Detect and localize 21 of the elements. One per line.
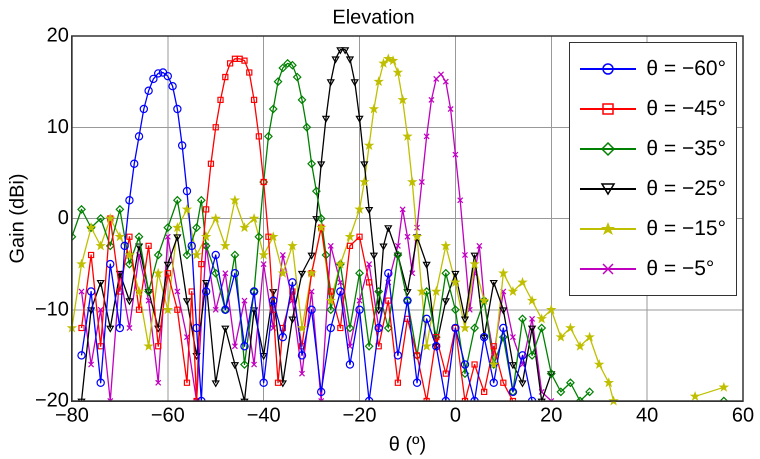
x-tick-label: −60 (150, 404, 185, 427)
x-tick-label: 60 (732, 404, 754, 427)
legend-label: θ = −5° (646, 257, 714, 281)
y-tick-label: 20 (46, 24, 69, 47)
y-tick-label: −10 (34, 298, 69, 320)
legend-label: θ = −35° (646, 137, 726, 161)
legend-label: θ = −15° (646, 217, 726, 241)
x-tick-label: −20 (342, 404, 376, 427)
legend-label: θ = −45° (646, 97, 726, 121)
chart-title: Elevation (332, 6, 415, 29)
x-tick-label: 0 (450, 404, 461, 427)
y-tick-label: −20 (34, 390, 69, 412)
y-tick-label: 10 (46, 116, 69, 138)
x-tick-label: 20 (540, 404, 562, 427)
legend-label: θ = −25° (646, 177, 726, 201)
x-tick-label: 40 (636, 404, 658, 427)
y-axis-title: Gain (dBi) (6, 173, 29, 264)
legend-label: θ = −60° (646, 57, 726, 81)
y-tick-label: 0 (58, 207, 69, 230)
x-tick-label: −40 (246, 404, 281, 427)
x-axis-title: θ (º) (388, 434, 426, 456)
